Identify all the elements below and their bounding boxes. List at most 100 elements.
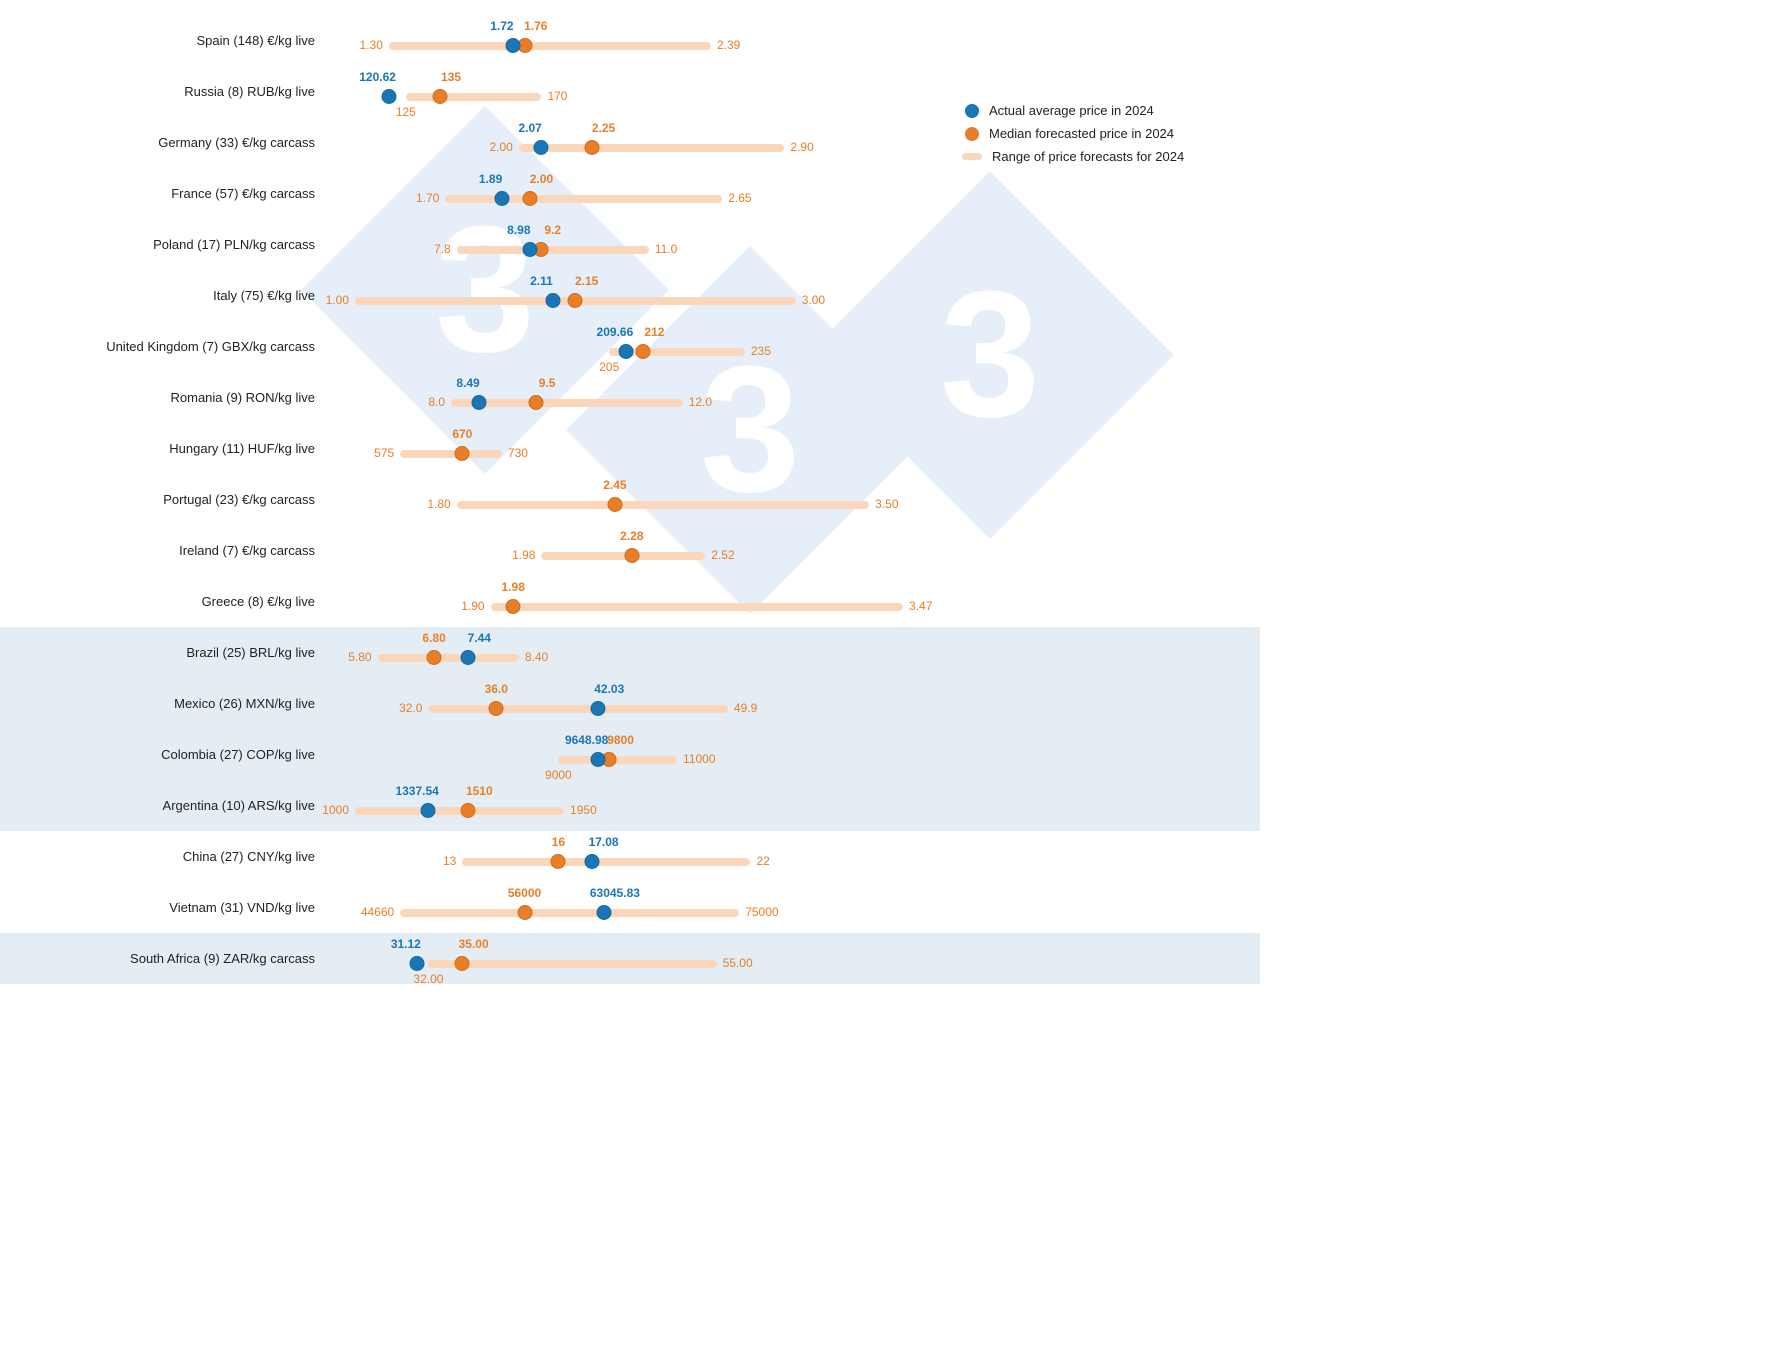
actual-dot bbox=[534, 140, 549, 155]
actual-label: 120.62 bbox=[359, 70, 396, 84]
row-plot: 32.0055.0035.0031.12 bbox=[355, 933, 920, 984]
row-label: Spain (148) €/kg live bbox=[0, 33, 355, 48]
chart-row: Poland (17) PLN/kg carcass7.811.09.28.98 bbox=[0, 219, 1260, 270]
actual-dot bbox=[523, 242, 538, 257]
legend-actual-dot bbox=[965, 104, 979, 118]
row-label: Colombia (27) COP/kg live bbox=[0, 747, 355, 762]
median-label: 670 bbox=[452, 427, 472, 441]
row-label: Hungary (11) HUF/kg live bbox=[0, 441, 355, 456]
row-label: Portugal (23) €/kg carcass bbox=[0, 492, 355, 507]
range-min-label: 1.30 bbox=[360, 38, 389, 52]
legend-range-bar bbox=[962, 153, 982, 160]
legend-median: Median forecasted price in 2024 bbox=[965, 126, 1184, 141]
median-dot bbox=[523, 191, 538, 206]
actual-label: 42.03 bbox=[594, 682, 624, 696]
median-label: 9.2 bbox=[544, 223, 561, 237]
median-label: 56000 bbox=[508, 886, 541, 900]
actual-dot bbox=[585, 854, 600, 869]
row-plot: 1000195015101337.54 bbox=[355, 780, 920, 831]
range-bar bbox=[389, 42, 711, 50]
range-min-label: 32.00 bbox=[413, 972, 443, 986]
chart-row: Italy (75) €/kg live1.003.002.152.11 bbox=[0, 270, 1260, 321]
range-max-label: 11000 bbox=[677, 752, 715, 766]
range-min-label: 7.8 bbox=[434, 242, 457, 256]
chart-row: Portugal (23) €/kg carcass1.803.502.45 bbox=[0, 474, 1260, 525]
range-bar bbox=[558, 756, 677, 764]
actual-label: 1337.54 bbox=[395, 784, 438, 798]
chart-wrap: 3 3 3 Actual average price in 2024 Media… bbox=[0, 0, 1260, 999]
actual-label: 8.49 bbox=[456, 376, 479, 390]
row-plot: 205235212209.66 bbox=[355, 321, 920, 372]
range-max-label: 3.47 bbox=[903, 599, 932, 613]
actual-label: 1.72 bbox=[490, 19, 513, 33]
range-bar bbox=[491, 603, 903, 611]
median-dot bbox=[585, 140, 600, 155]
median-dot bbox=[506, 599, 521, 614]
chart-row: Romania (9) RON/kg live8.012.09.58.49 bbox=[0, 372, 1260, 423]
row-label: China (27) CNY/kg live bbox=[0, 849, 355, 864]
median-dot bbox=[489, 701, 504, 716]
median-label: 2.45 bbox=[603, 478, 626, 492]
row-label: Greece (8) €/kg live bbox=[0, 594, 355, 609]
row-label: Romania (9) RON/kg live bbox=[0, 390, 355, 405]
median-dot bbox=[455, 956, 470, 971]
range-max-label: 170 bbox=[541, 89, 567, 103]
range-max-label: 2.39 bbox=[711, 38, 740, 52]
actual-dot bbox=[590, 701, 605, 716]
legend-median-label: Median forecasted price in 2024 bbox=[989, 126, 1174, 141]
median-dot bbox=[528, 395, 543, 410]
median-dot bbox=[432, 89, 447, 104]
row-plot: 32.049.936.042.03 bbox=[355, 678, 920, 729]
actual-label: 209.66 bbox=[597, 325, 634, 339]
actual-label: 2.07 bbox=[518, 121, 541, 135]
actual-dot bbox=[381, 89, 396, 104]
median-label: 6.80 bbox=[422, 631, 445, 645]
median-dot bbox=[517, 905, 532, 920]
actual-label: 2.11 bbox=[530, 274, 553, 288]
legend-range: Range of price forecasts for 2024 bbox=[965, 149, 1184, 164]
median-dot bbox=[455, 446, 470, 461]
median-dot bbox=[568, 293, 583, 308]
row-plot: 13221617.08 bbox=[355, 831, 920, 882]
range-max-label: 75000 bbox=[739, 905, 778, 919]
chart-row: United Kingdom (7) GBX/kg carcass2052352… bbox=[0, 321, 1260, 372]
median-label: 2.25 bbox=[592, 121, 615, 135]
row-label: Italy (75) €/kg live bbox=[0, 288, 355, 303]
median-label: 1.98 bbox=[502, 580, 525, 594]
range-min-label: 1.00 bbox=[326, 293, 355, 307]
row-label: Ireland (7) €/kg carcass bbox=[0, 543, 355, 558]
actual-dot bbox=[596, 905, 611, 920]
median-label: 2.00 bbox=[530, 172, 553, 186]
actual-dot bbox=[472, 395, 487, 410]
row-label: South Africa (9) ZAR/kg carcass bbox=[0, 951, 355, 966]
range-min-label: 13 bbox=[443, 854, 462, 868]
range-max-label: 11.0 bbox=[649, 242, 677, 256]
row-plot: 1.982.522.28 bbox=[355, 525, 920, 576]
actual-dot bbox=[545, 293, 560, 308]
actual-label: 31.12 bbox=[391, 937, 421, 951]
actual-label: 1.89 bbox=[479, 172, 502, 186]
median-label: 2.15 bbox=[575, 274, 598, 288]
range-bar bbox=[428, 960, 716, 968]
median-label: 35.00 bbox=[459, 937, 489, 951]
range-max-label: 8.40 bbox=[519, 650, 548, 664]
legend: Actual average price in 2024 Median fore… bbox=[965, 103, 1184, 172]
chart-row: Argentina (10) ARS/kg live10001950151013… bbox=[0, 780, 1260, 831]
median-label: 9800 bbox=[607, 733, 634, 747]
row-plot: 2.002.902.252.07 bbox=[355, 117, 920, 168]
median-label: 135 bbox=[441, 70, 461, 84]
range-bar bbox=[378, 654, 519, 662]
range-min-label: 44660 bbox=[361, 905, 400, 919]
range-bar bbox=[541, 552, 705, 560]
range-max-label: 22 bbox=[751, 854, 770, 868]
median-label: 212 bbox=[644, 325, 664, 339]
median-label: 1510 bbox=[466, 784, 493, 798]
chart-row: Brazil (25) BRL/kg live5.808.406.807.44 bbox=[0, 627, 1260, 678]
range-bar bbox=[457, 501, 869, 509]
row-label: Argentina (10) ARS/kg live bbox=[0, 798, 355, 813]
row-plot: 8.012.09.58.49 bbox=[355, 372, 920, 423]
chart-row: Hungary (11) HUF/kg live575730670 bbox=[0, 423, 1260, 474]
range-bar bbox=[519, 144, 785, 152]
range-min-label: 1.70 bbox=[416, 191, 445, 205]
row-plot: 44660750005600063045.83 bbox=[355, 882, 920, 933]
